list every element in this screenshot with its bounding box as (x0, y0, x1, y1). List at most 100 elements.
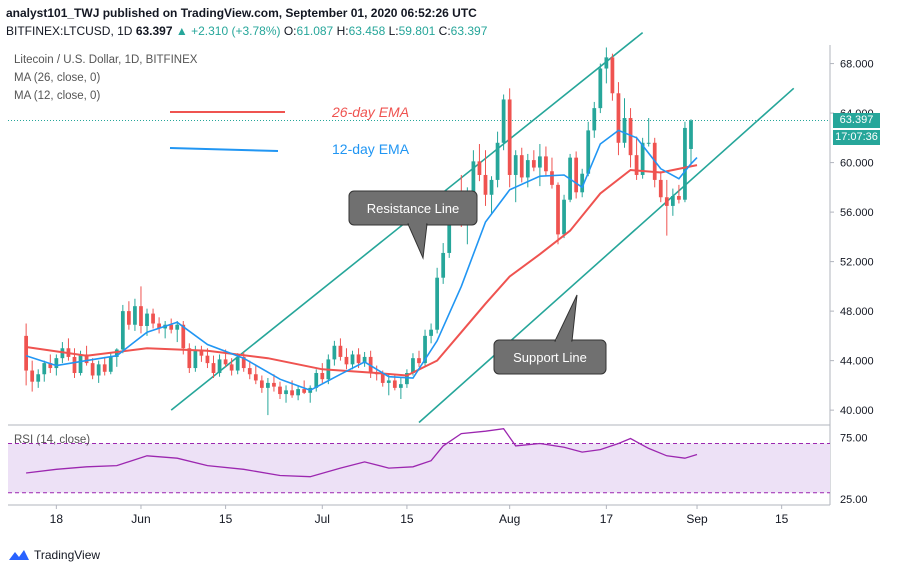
price-tick-label: 56.000 (840, 207, 874, 219)
candle-body (145, 313, 149, 326)
candle-body (435, 277, 440, 330)
last-price: 63.397 (135, 24, 173, 38)
candle-body (392, 380, 397, 388)
candle-body (477, 161, 482, 175)
candle-body (411, 358, 415, 374)
candle-body (417, 358, 421, 364)
candle-body (604, 57, 609, 69)
candle-body (495, 142, 500, 180)
candle-body (429, 329, 433, 336)
candle-body (658, 179, 663, 198)
candle-body (211, 363, 216, 374)
candle-body (640, 142, 645, 175)
candle-body (193, 349, 198, 369)
support-callout-label: Support Line (513, 350, 587, 365)
ema12-line (25, 129, 698, 392)
resistance-callout: Resistance Line (348, 190, 478, 260)
candle-body (133, 306, 137, 325)
candle-body (338, 345, 343, 357)
ema12-legend-line (169, 147, 279, 152)
support-callout: Support Line (493, 294, 607, 375)
ma12-legend: MA (12, close, 0) (14, 90, 101, 102)
candle-body (320, 373, 325, 380)
candle-body (90, 363, 95, 376)
candle-body (48, 363, 53, 369)
symbol-line: BITFINEX:LTCUSD, 1D 63.397 ▲ +2.310 (+3.… (6, 24, 487, 38)
tradingview-footer[interactable]: TradingView (8, 548, 100, 562)
tradingview-brand: TradingView (34, 548, 101, 562)
candle-body (519, 155, 524, 178)
candle-body (253, 374, 258, 381)
open-label: O: (283, 24, 297, 38)
candle-body (683, 127, 687, 200)
candle-body (30, 370, 35, 382)
candle-body (525, 160, 530, 178)
candle-body (677, 196, 681, 200)
price-change: +2.310 (+3.78%) (191, 24, 281, 38)
candle-body (302, 389, 307, 393)
candle-body (139, 306, 143, 326)
candle-body (507, 99, 512, 175)
rsi-line (26, 428, 698, 478)
candle-body (127, 311, 131, 325)
candle-body (586, 130, 591, 174)
candle-body (646, 142, 651, 144)
time-tick-label: Aug (499, 512, 520, 526)
ema26-label: 26-day EMA (331, 104, 409, 120)
time-tick-label: Sep (686, 512, 708, 526)
candle-body (169, 324, 174, 330)
candle-body (78, 354, 83, 374)
candle-body (223, 359, 228, 365)
candle-body (580, 173, 585, 193)
rsi-tick-label: 25.00 (840, 494, 868, 506)
countdown-tag: 17:07:36 (833, 129, 880, 145)
low-value: 59.801 (398, 24, 436, 38)
candle-body (531, 160, 536, 168)
candle-body (574, 157, 579, 193)
open-value: 61.087 (296, 24, 334, 38)
candle-body (489, 179, 494, 195)
candle-body (592, 108, 597, 131)
candle-body (405, 373, 409, 385)
ma26-legend: MA (26, close, 0) (14, 72, 101, 84)
candle-body (181, 324, 186, 349)
candle-body (471, 161, 476, 194)
candle-body (616, 93, 621, 143)
candle-body (157, 323, 161, 329)
candle-body (441, 252, 446, 278)
price-tick-label: 60.000 (840, 158, 874, 170)
candle-body (622, 118, 627, 143)
candle-body (175, 324, 180, 330)
candle-body (513, 155, 518, 175)
high-label: H: (336, 24, 349, 38)
candle-body (36, 374, 41, 382)
candle-body (423, 335, 427, 364)
time-tick-label: 15 (775, 512, 789, 526)
candle-body (689, 120, 693, 149)
symbol: BITFINEX:LTCUSD, 1D (6, 24, 133, 38)
time-tick-label: 17 (600, 512, 614, 526)
up-arrow-icon: ▲ (175, 24, 188, 38)
last-price-tag: 63.397 (833, 112, 880, 128)
candle-body (664, 197, 669, 206)
candle-body (54, 358, 59, 369)
time-tick-label: 15 (219, 512, 233, 526)
price-tick-label: 68.000 (840, 59, 874, 71)
candle-body (332, 345, 337, 360)
series-legend-title: Litecoin / U.S. Dollar, 1D, BITFINEX (14, 54, 198, 66)
candle-body (398, 384, 403, 388)
candle-body (241, 356, 246, 369)
candle-body (598, 68, 603, 109)
candle-body (278, 386, 282, 395)
price-tick-label: 44.000 (840, 356, 874, 368)
time-tick-label: 18 (50, 512, 64, 526)
candle-body (380, 374, 385, 383)
candle-body (84, 354, 89, 364)
time-tick-label: Jun (131, 512, 150, 526)
rsi-band (8, 443, 830, 493)
candle-body (634, 155, 639, 175)
candle-body (356, 354, 361, 364)
candle-body (120, 311, 125, 350)
candle-body (259, 380, 264, 388)
